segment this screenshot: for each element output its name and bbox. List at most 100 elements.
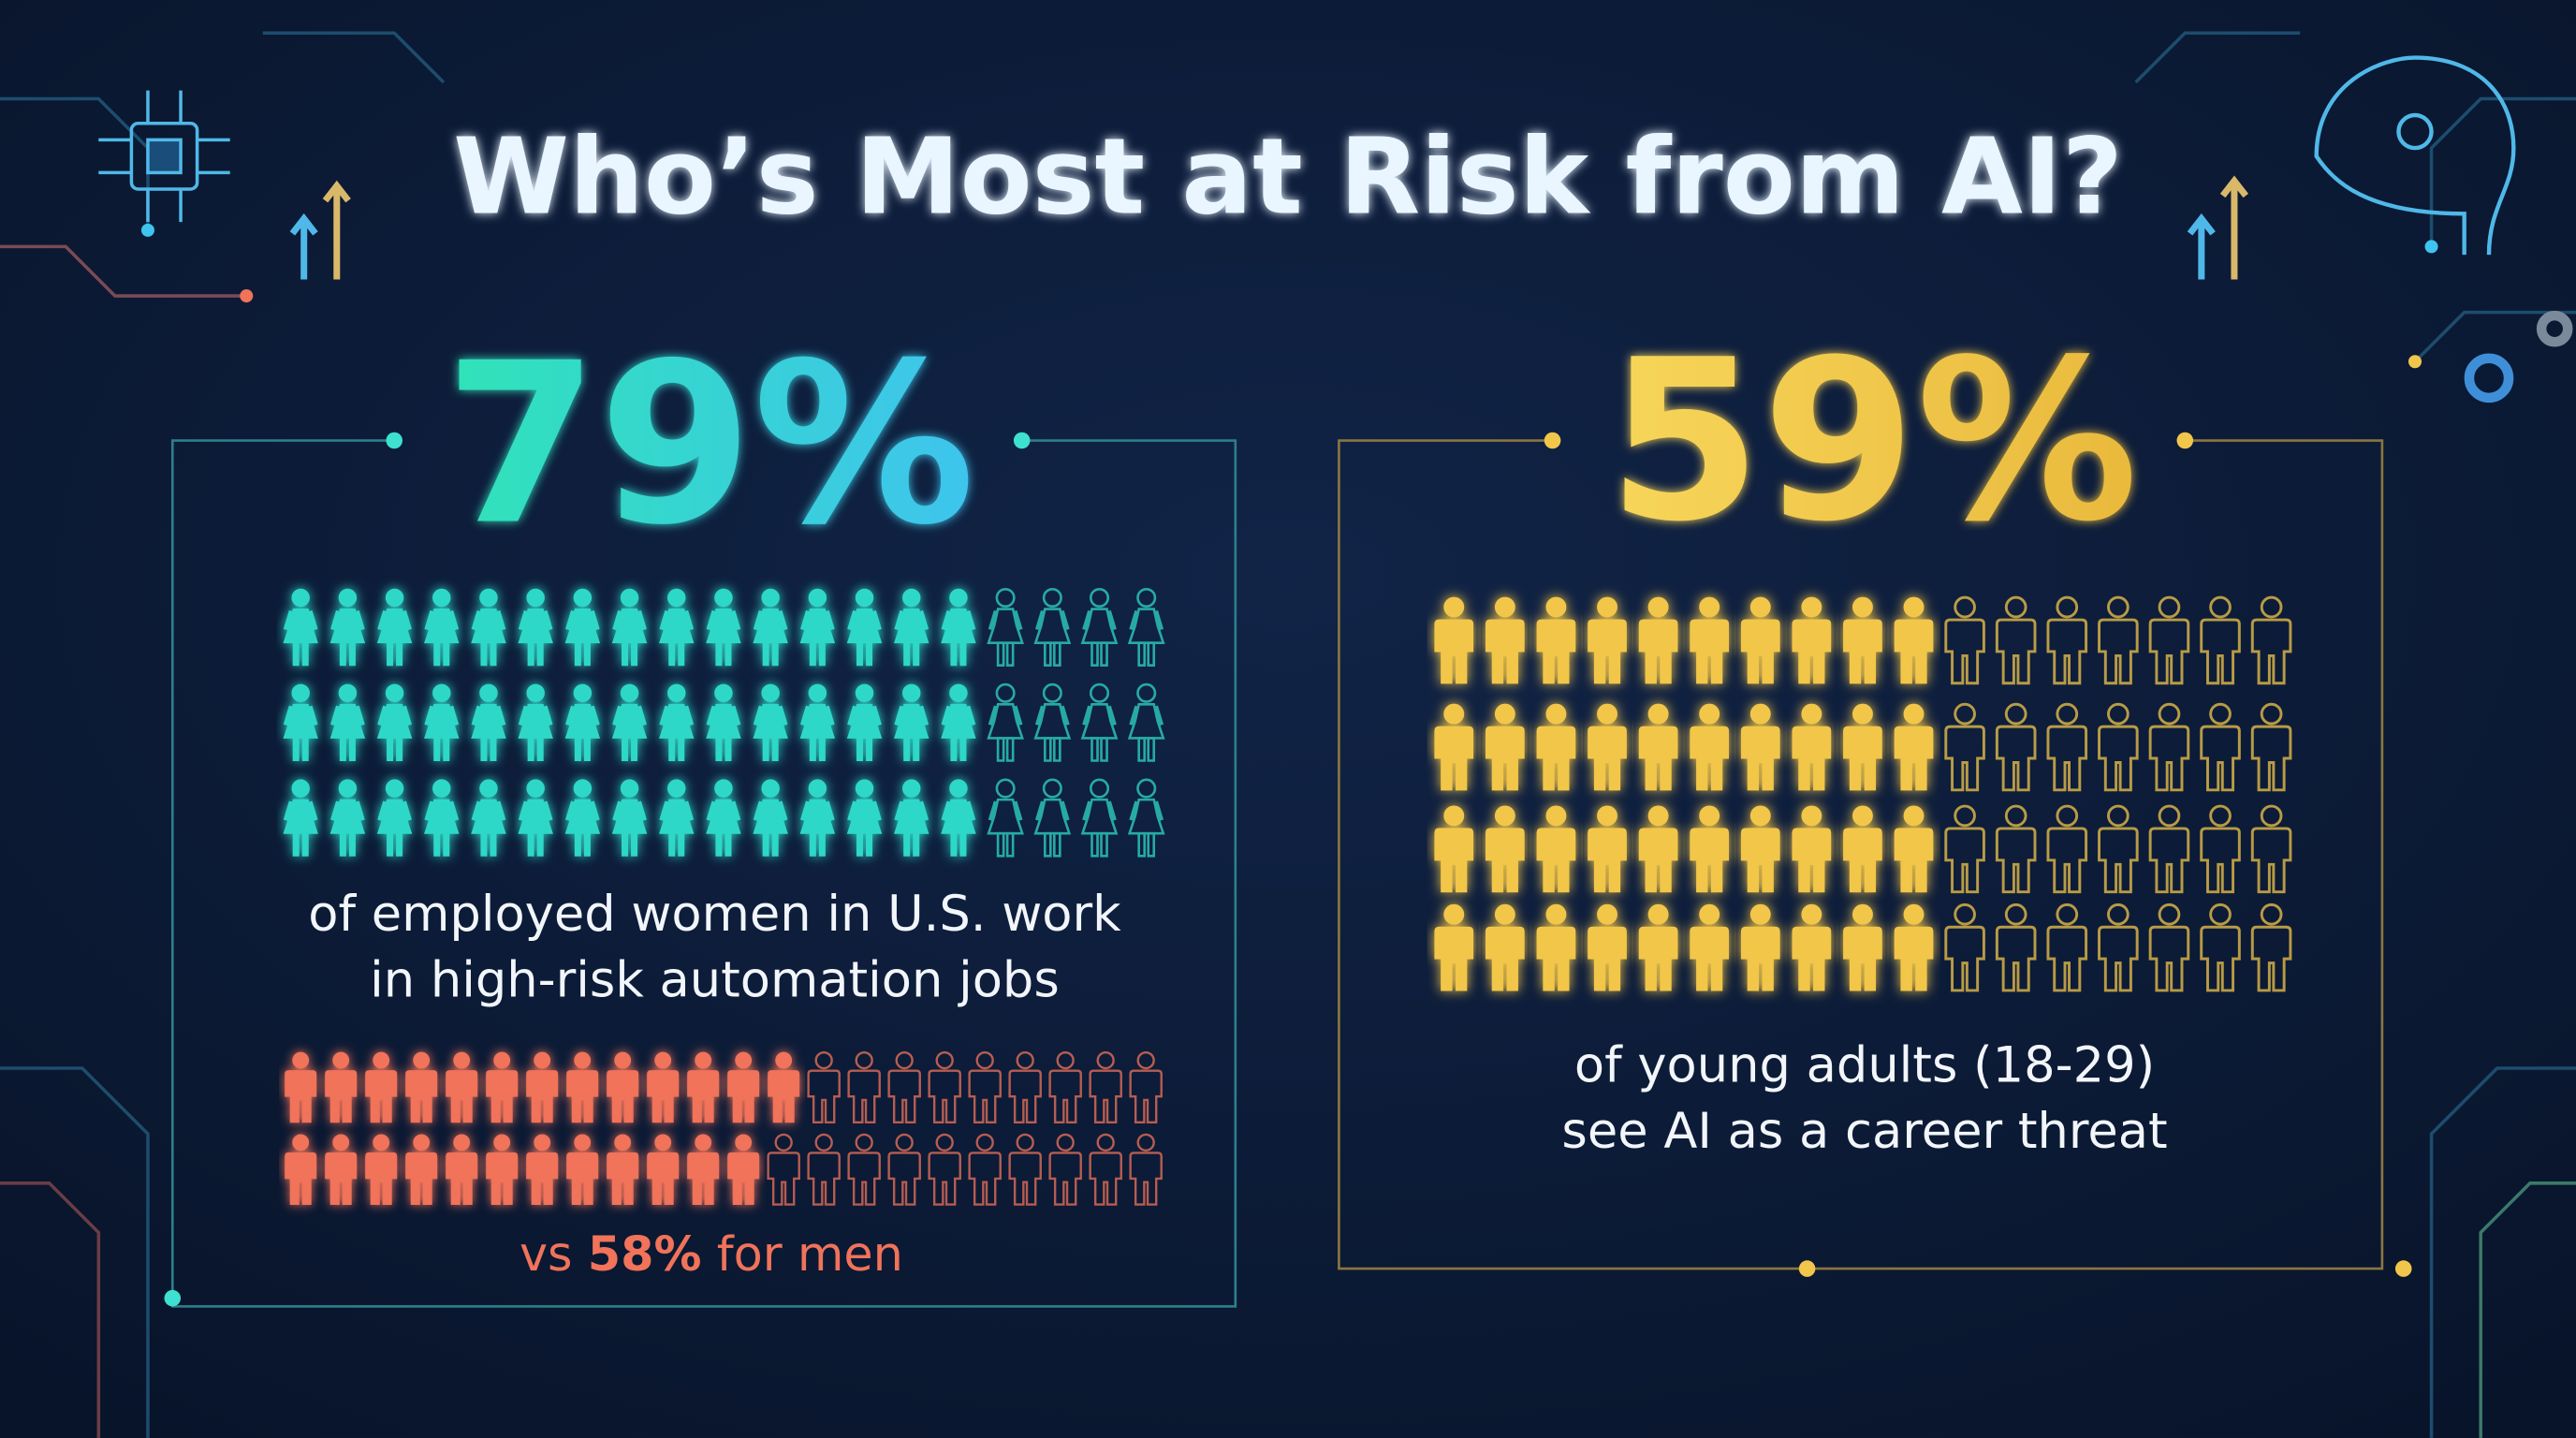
man-icon	[1434, 903, 1474, 991]
woman-icon	[846, 779, 883, 857]
woman-icon	[941, 588, 976, 667]
icon-body	[2200, 827, 2241, 894]
woman-icon	[1127, 587, 1165, 668]
man-icon	[1485, 805, 1525, 893]
man-icon	[1740, 903, 1780, 991]
man-icon	[2250, 902, 2292, 992]
woman-icon	[941, 683, 976, 762]
icon-arms	[565, 705, 600, 726]
icon-legs	[996, 737, 1015, 762]
icon-head	[761, 683, 780, 703]
icon-head	[1136, 778, 1157, 799]
icon-body	[2098, 827, 2139, 894]
icon-head	[1801, 805, 1822, 827]
icon-body	[1536, 828, 1576, 893]
icon-body	[2046, 618, 2088, 685]
icon-head	[2107, 902, 2130, 926]
icon-arms	[471, 705, 506, 726]
icon-head	[1903, 596, 1925, 618]
icon-legs	[856, 832, 873, 857]
man-icon	[1690, 903, 1730, 991]
icon-head	[620, 683, 639, 703]
icon-arms	[799, 800, 835, 821]
icon-head	[479, 588, 498, 608]
icon-head	[1801, 596, 1822, 618]
icon-head	[2260, 804, 2283, 828]
icon-arms	[706, 800, 741, 821]
icon-head	[1903, 703, 1925, 725]
frame-dot	[2394, 1260, 2412, 1277]
icon-head	[2056, 804, 2079, 828]
icon-head	[1545, 903, 1567, 925]
man-icon	[446, 1051, 478, 1123]
icon-arms	[612, 705, 647, 726]
man-icon	[1638, 596, 1678, 684]
man-icon	[1792, 805, 1832, 893]
icon-arms	[377, 609, 412, 631]
icon-head	[1056, 1050, 1075, 1070]
panel-frames	[170, 439, 2384, 1308]
icon-body	[471, 609, 506, 644]
woman-icon	[893, 683, 929, 762]
icon-body	[566, 1070, 599, 1123]
man-icon	[1536, 805, 1576, 893]
icon-arms	[753, 609, 788, 631]
icon-head	[453, 1051, 471, 1069]
icon-body	[1792, 926, 1832, 991]
frame-dot	[386, 432, 402, 449]
men-caption: vs 58% for men	[520, 1227, 903, 1283]
woman-icon	[329, 683, 366, 762]
icon-body	[1080, 608, 1119, 644]
icon-body	[1033, 798, 1072, 835]
man-icon	[1740, 703, 1780, 791]
icon-body	[526, 1152, 559, 1206]
man-icon	[727, 1134, 760, 1206]
icon-body	[1638, 926, 1678, 991]
icon-head	[534, 1051, 551, 1069]
icon-head	[614, 1134, 632, 1152]
icon-head	[2209, 702, 2232, 726]
icon-head	[949, 588, 968, 608]
dot	[2408, 355, 2422, 369]
icon-body	[611, 799, 648, 834]
woman-icon	[1080, 682, 1119, 762]
icon-head	[1597, 703, 1617, 725]
icon-body	[1944, 618, 1985, 685]
icon-body	[727, 1152, 760, 1206]
woman-icon	[987, 587, 1024, 668]
icon-arms	[283, 705, 318, 726]
woman-icon	[1080, 778, 1119, 858]
woman-icon	[753, 779, 788, 857]
icon-head	[1749, 703, 1771, 725]
man-icon	[2200, 702, 2241, 792]
icon-head	[1749, 805, 1771, 827]
icon-legs	[1090, 737, 1108, 762]
man-icon	[1008, 1050, 1042, 1123]
icon-head	[1852, 805, 1873, 827]
icon-head	[1597, 903, 1617, 925]
woman-icon	[659, 588, 695, 667]
man-icon	[2098, 804, 2139, 894]
woman-icon	[753, 683, 788, 762]
woman-icon	[799, 779, 836, 857]
man-icon	[1843, 805, 1882, 893]
frame-dot	[1798, 1260, 1816, 1277]
icon-head	[2260, 902, 2283, 926]
icon-arms	[659, 705, 695, 726]
icon-arms	[330, 705, 365, 726]
icon-head	[2158, 804, 2181, 828]
icon-head	[902, 683, 921, 703]
icon-head	[479, 779, 498, 798]
man-icon	[1894, 703, 1934, 791]
man-icon	[446, 1134, 478, 1206]
icon-head	[291, 588, 310, 608]
icon-body	[1690, 726, 1730, 791]
icon-head	[667, 779, 686, 798]
icon-body	[1127, 703, 1165, 740]
icon-head	[338, 779, 358, 798]
man-icon	[1048, 1050, 1082, 1123]
icon-legs	[715, 832, 732, 857]
icon-legs	[292, 737, 309, 762]
icon-body	[518, 799, 553, 834]
icon-head	[574, 1134, 592, 1152]
